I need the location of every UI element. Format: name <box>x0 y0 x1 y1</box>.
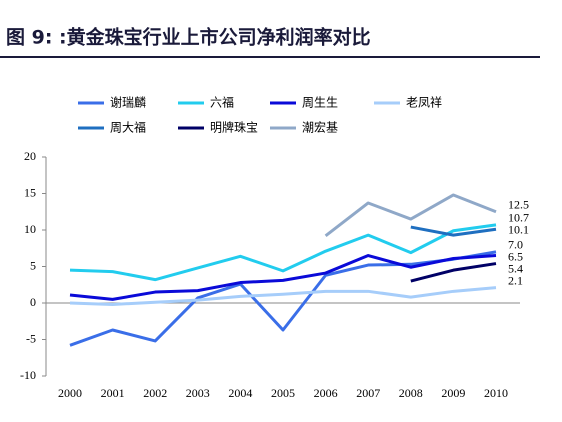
y-tick-label: -10 <box>20 368 36 382</box>
x-tick-label: 2009 <box>441 386 465 400</box>
series-line <box>69 254 497 301</box>
x-tick-label: 2000 <box>58 386 82 400</box>
series-line <box>69 286 497 306</box>
y-tick-label: 20 <box>24 149 36 163</box>
legend-label: 周大福 <box>110 120 146 135</box>
legend-label: 明牌珠宝 <box>210 121 258 135</box>
x-tick-label: 2002 <box>143 386 167 400</box>
legend-label: 潮宏基 <box>302 120 338 135</box>
value-label: 10.7 <box>508 211 529 225</box>
series-line <box>69 223 497 282</box>
chart-title: 图 9: :黄金珠宝行业上市公司净利润率对比 <box>6 26 371 49</box>
x-tick-label: 2008 <box>399 386 423 400</box>
value-label: 7.0 <box>508 238 523 252</box>
x-tick-label: 2010 <box>484 386 508 400</box>
y-tick-label: 5 <box>30 258 36 272</box>
value-label: 2.1 <box>508 274 523 288</box>
y-tick-label: 15 <box>24 185 36 199</box>
x-tick-label: 2005 <box>271 386 295 400</box>
x-tick-label: 2007 <box>356 386 380 400</box>
x-tick-label: 2001 <box>101 386 125 400</box>
series-line <box>410 225 497 237</box>
series-line <box>324 193 497 238</box>
series-line <box>69 250 497 347</box>
value-label: 6.5 <box>508 250 523 264</box>
value-label: 12.5 <box>508 198 529 212</box>
x-tick-label: 2003 <box>186 386 210 400</box>
x-tick-label: 2006 <box>314 386 338 400</box>
legend-label: 周生生 <box>302 96 338 110</box>
value-label: 5.4 <box>508 262 523 276</box>
y-tick-label: -5 <box>26 331 36 345</box>
y-tick-label: 10 <box>24 222 36 236</box>
y-tick-label: 0 <box>30 295 36 309</box>
x-tick-label: 2004 <box>228 386 252 400</box>
legend-label: 谢瑞麟 <box>110 95 146 110</box>
value-label: 10.1 <box>508 223 529 237</box>
legend-label: 老凤祥 <box>406 96 442 110</box>
legend-label: 六福 <box>210 95 234 110</box>
series-line <box>410 262 497 283</box>
